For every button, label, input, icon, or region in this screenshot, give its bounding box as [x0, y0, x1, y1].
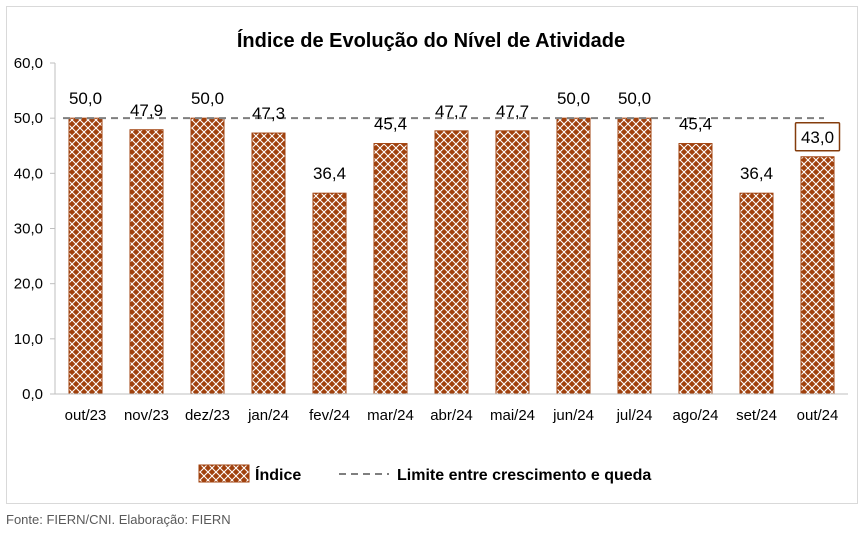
- source-note: Fonte: FIERN/CNI. Elaboração: FIERN: [6, 512, 231, 527]
- data-label: 36,4: [313, 164, 346, 183]
- data-label: 50,0: [557, 89, 590, 108]
- data-label: 50,0: [191, 89, 224, 108]
- bar: [312, 192, 347, 395]
- x-tick-label: dez/23: [185, 407, 230, 424]
- y-tick-label: 0,0: [22, 386, 43, 403]
- value-labels: 50,0 47,9 50,0 47,3 36,4 45,4 47,7 47,7 50,0 50,0…: [69, 89, 841, 183]
- bar: [434, 130, 469, 395]
- data-label: 47,3: [252, 104, 285, 123]
- x-tick-label: abr/24: [430, 407, 473, 424]
- legend-swatch-bar: [198, 464, 250, 483]
- x-tick-label: jan/24: [247, 407, 289, 424]
- bar: [373, 143, 408, 395]
- bar: [251, 132, 286, 395]
- y-tick-label: 10,0: [14, 331, 43, 348]
- y-axis: 0,0 10,0 20,0 30,0 40,0 50,0 60,0: [14, 55, 56, 403]
- y-tick-label: 30,0: [14, 221, 43, 238]
- x-axis: out/23 nov/23 dez/23 jan/24 fev/24 mar/24 abr/…: [55, 393, 848, 424]
- bar: [556, 117, 591, 395]
- data-label: 50,0: [69, 89, 102, 108]
- data-label: 50,0: [618, 89, 651, 108]
- data-label: 47,7: [496, 102, 529, 121]
- bar: [129, 129, 164, 395]
- x-tick-label: mar/24: [367, 407, 414, 424]
- y-tick-label: 40,0: [14, 165, 43, 182]
- data-label: 45,4: [374, 115, 407, 134]
- x-tick-label: fev/24: [309, 407, 350, 424]
- x-tick-label: jul/24: [616, 407, 653, 424]
- bar: [190, 117, 225, 395]
- highlight-box: [794, 122, 841, 152]
- x-tick-label: out/24: [797, 407, 839, 424]
- bar: [739, 192, 774, 395]
- data-label: 36,4: [740, 164, 773, 183]
- x-tick-label: set/24: [736, 407, 777, 424]
- x-tick-label: ago/24: [673, 407, 719, 424]
- x-tick-label: mai/24: [490, 407, 535, 424]
- legend-label-index: Índice: [255, 465, 301, 484]
- legend-label-reference: Limite entre crescimento e queda: [397, 467, 651, 484]
- y-tick-label: 20,0: [14, 276, 43, 293]
- data-label: 47,9: [130, 101, 163, 120]
- x-tick-label: nov/23: [124, 407, 169, 424]
- data-label: 45,4: [679, 115, 712, 134]
- bar: [800, 156, 835, 395]
- y-tick-label: 50,0: [14, 110, 43, 127]
- legend: Índice Limite entre crescimento e queda: [198, 464, 651, 484]
- bar: [68, 117, 103, 395]
- x-tick-label: jun/24: [552, 407, 594, 424]
- data-label: 47,7: [435, 102, 468, 121]
- y-tick-label: 60,0: [14, 55, 43, 72]
- bar: [617, 117, 652, 395]
- data-label: 43,0: [801, 128, 834, 147]
- bar: [495, 130, 530, 395]
- bar: [678, 143, 713, 395]
- chart-title: Índice de Evolução do Nível de Atividade: [237, 29, 625, 52]
- x-tick-label: out/23: [65, 407, 107, 424]
- bars: [68, 117, 835, 395]
